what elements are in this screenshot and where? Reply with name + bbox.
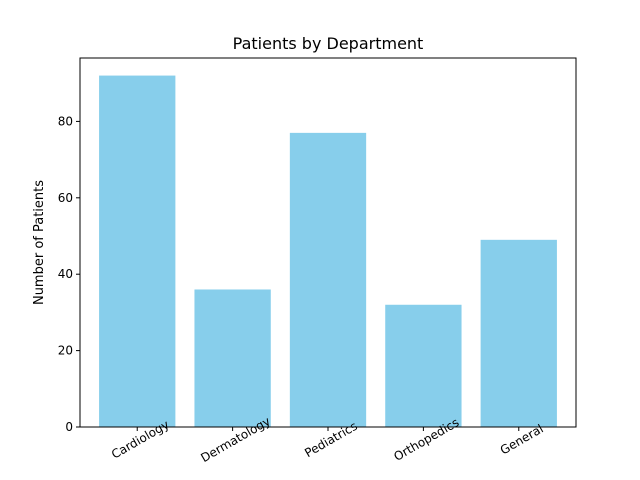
bar-general	[480, 239, 557, 427]
y-tick-label: 80	[58, 114, 73, 128]
chart-title: Patients by Department	[233, 34, 424, 53]
plot-frame	[79, 57, 577, 428]
bar-cardiology	[99, 75, 176, 428]
y-tick-label: 0	[65, 420, 73, 434]
bar-orthopedics	[385, 304, 462, 427]
bars-group	[99, 75, 557, 428]
y-tick-label: 40	[58, 267, 73, 281]
y-axis-label: Number of Patients	[32, 180, 47, 305]
y-ticks-group: 0 20 40 60 80	[58, 114, 80, 434]
y-tick-label: 20	[58, 344, 73, 358]
bar-pediatrics	[289, 132, 367, 427]
y-tick-label: 60	[58, 191, 73, 205]
bar-dermatology	[194, 289, 271, 427]
